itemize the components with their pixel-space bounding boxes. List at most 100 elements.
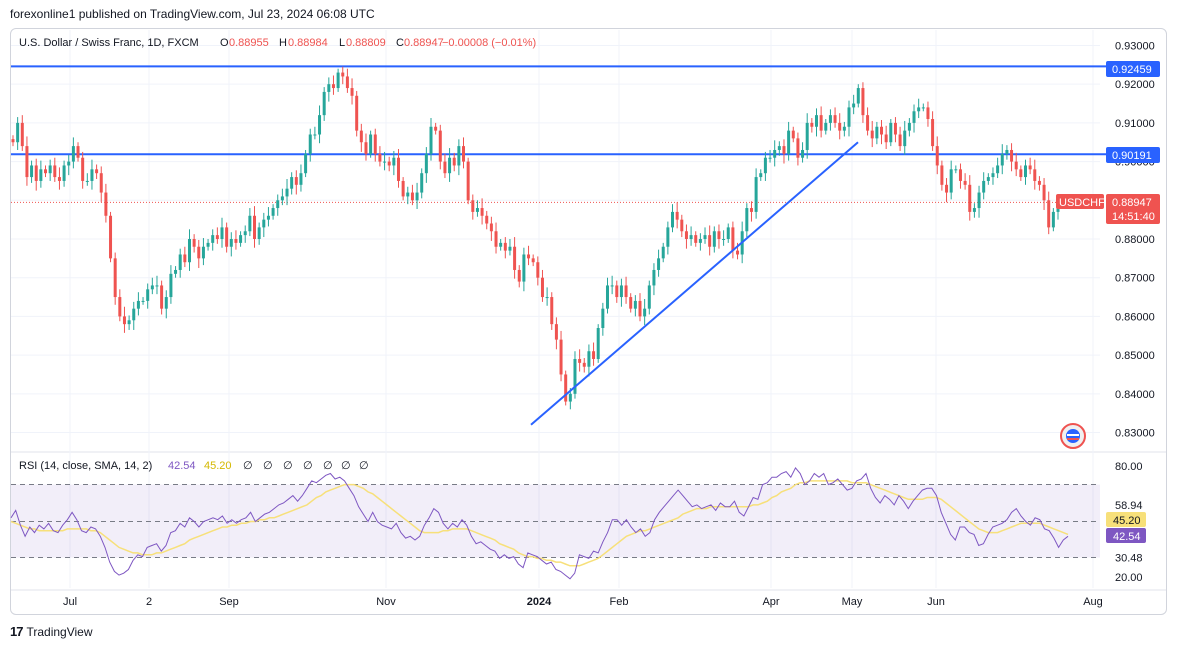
candle-body	[921, 107, 925, 109]
candle-body	[299, 173, 303, 185]
candle-body	[20, 122, 24, 147]
footer[interactable]: 17 TradingView	[10, 624, 93, 639]
candle-body	[578, 358, 582, 363]
candle-body	[57, 177, 61, 181]
rsi-legend-dot: ∅	[263, 460, 273, 472]
candle-body	[11, 139, 15, 143]
candle-body	[76, 146, 80, 158]
candle-body	[684, 231, 688, 239]
candle-body	[722, 239, 726, 240]
time-tick: Jul	[63, 596, 77, 608]
candle-body	[596, 328, 600, 359]
candle-body	[982, 180, 986, 193]
candle-body	[294, 177, 298, 185]
candle-body	[262, 219, 266, 228]
candle-body	[972, 208, 976, 212]
candle-body	[717, 231, 721, 239]
candle-body	[187, 239, 191, 263]
rsi-tick: 58.94	[1115, 500, 1143, 512]
candle-body	[633, 300, 637, 309]
candle-body	[257, 227, 261, 239]
candle-body	[615, 285, 619, 298]
candle-body	[318, 115, 322, 135]
candle-body	[480, 208, 484, 216]
candle-body	[847, 107, 851, 127]
rsi-panel	[10, 466, 1100, 580]
candle-body	[485, 215, 489, 224]
candle-body	[833, 115, 837, 123]
candle-body	[629, 297, 633, 309]
candle-body	[192, 239, 196, 247]
candle-body	[90, 169, 94, 181]
candle-body	[1014, 161, 1018, 170]
flag-icon[interactable]	[1060, 423, 1086, 449]
candle-body	[638, 300, 642, 317]
candle-body	[587, 351, 591, 367]
candle-body	[392, 157, 396, 166]
candle-body	[689, 235, 693, 239]
candle-body	[954, 169, 958, 171]
candle-body	[745, 208, 749, 232]
candle-body	[331, 84, 335, 89]
price-tick: 0.92000	[1115, 79, 1155, 91]
candle-body	[355, 95, 359, 131]
candle-body	[564, 374, 568, 402]
candle-body	[1033, 169, 1037, 181]
candle-body	[671, 211, 675, 228]
candle-body	[782, 146, 786, 154]
candle-body	[917, 107, 921, 112]
candle-body	[304, 153, 308, 174]
candle-body	[401, 180, 405, 197]
rsi-legend: RSI (14, close, SMA, 14, 2) 42.54 45.20 …	[19, 460, 369, 472]
candle-body	[1037, 180, 1041, 185]
level-label-bg	[1106, 147, 1160, 163]
candle-body	[313, 134, 317, 136]
publisher-header: forexonline1 published on TradingView.co…	[10, 7, 375, 21]
candle-body	[113, 258, 117, 298]
candle-body	[489, 223, 493, 232]
candle-body	[410, 192, 414, 201]
candle-body	[703, 235, 707, 239]
candle-body	[605, 285, 609, 309]
countdown: 14:51:40	[1112, 211, 1155, 223]
candle-body	[736, 250, 740, 255]
candle-body	[118, 297, 122, 317]
candle-body	[383, 161, 387, 163]
candle-body	[30, 165, 34, 178]
candle-body	[415, 192, 419, 201]
current-price-bg	[1106, 194, 1160, 224]
candle-body	[285, 188, 289, 197]
candle-body	[341, 72, 345, 77]
candle-body	[791, 130, 795, 139]
candle-body	[1019, 169, 1023, 178]
candle-body	[940, 165, 944, 185]
candle-body	[48, 165, 52, 174]
candles	[11, 66, 1060, 410]
rsi-legend-dot: ∅	[359, 460, 369, 472]
candle-body	[708, 235, 712, 247]
candle-body	[968, 184, 972, 212]
candle-body	[197, 246, 201, 259]
candle-body	[763, 157, 767, 174]
candle-body	[773, 149, 777, 158]
candle-body	[359, 130, 363, 143]
candle-body	[931, 119, 935, 147]
candle-body	[183, 254, 187, 263]
candle-body	[592, 351, 596, 359]
rsi-legend-dot: ∅	[283, 460, 293, 472]
rsi-tick: 30.48	[1115, 553, 1143, 565]
brand-name: TradingView	[26, 624, 93, 639]
candle-body	[582, 362, 586, 367]
candle-body	[963, 180, 967, 185]
candle-body	[610, 285, 614, 287]
candle-body	[229, 239, 233, 247]
candle-body	[141, 300, 145, 302]
candle-body	[239, 235, 243, 243]
candle-body	[796, 138, 800, 158]
candle-body	[903, 130, 907, 147]
main-legend: U.S. Dollar / Swiss Franc, 1D, FXCM O 0.…	[19, 37, 536, 49]
candle-body	[494, 231, 498, 247]
candle-body	[712, 231, 716, 247]
time-tick: Feb	[610, 596, 629, 608]
